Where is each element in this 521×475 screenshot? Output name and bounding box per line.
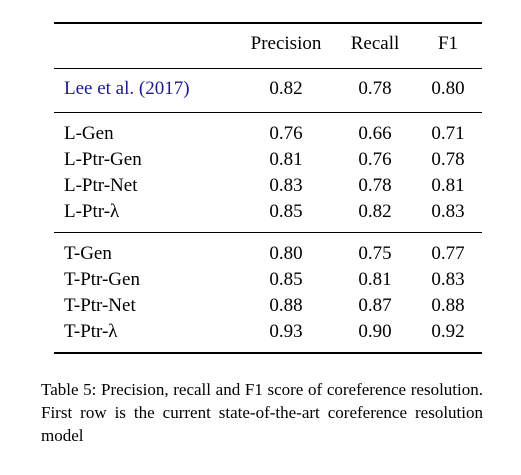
row-f1: 0.83: [431, 201, 465, 222]
baseline-recall: 0.78: [358, 78, 392, 99]
row-precision: 0.76: [269, 123, 303, 144]
table-caption: Table 5: Precision, recall and F1 score …: [41, 380, 483, 445]
table-row: L-Ptr-Gen 0.81 0.76 0.78: [54, 147, 482, 173]
group-rule-1: [54, 112, 482, 113]
results-table: Precision Recall F1 Lee et al. (2017) 0.…: [54, 22, 482, 355]
baseline-precision: 0.82: [269, 78, 303, 99]
row-method: T-Ptr-Net: [64, 295, 136, 316]
row-recall: 0.76: [358, 149, 392, 170]
header-f1: F1: [437, 33, 459, 54]
row-f1: 0.71: [431, 123, 465, 144]
row-precision-best: 0.93: [269, 321, 303, 342]
row-method: T-Ptr-Gen: [64, 269, 140, 290]
row-recall: 0.87: [358, 295, 392, 316]
row-method: T-Gen: [64, 243, 112, 264]
header-method: [54, 24, 236, 69]
header-rule: [54, 68, 482, 69]
group-rule-2: [54, 232, 482, 233]
row-f1-best: 0.92: [431, 321, 465, 342]
bottom-rule: [54, 352, 482, 355]
header-recall: Recall: [350, 33, 400, 54]
baseline-row: Lee et al. (2017) 0.82 0.78 0.80: [54, 69, 482, 113]
row-method: L-Gen: [64, 123, 114, 144]
row-precision: 0.85: [269, 201, 303, 222]
row-precision: 0.85: [269, 269, 303, 290]
row-f1: 0.88: [431, 295, 465, 316]
row-precision: 0.88: [269, 295, 303, 316]
row-recall: 0.81: [358, 269, 392, 290]
row-method: L-Ptr-λ: [64, 201, 120, 222]
table-row: T-Gen 0.80 0.75 0.77: [54, 233, 482, 267]
row-recall-best: 0.90: [358, 321, 392, 342]
baseline-method-link[interactable]: Lee et al. (2017): [64, 78, 190, 99]
row-recall: 0.66: [358, 123, 392, 144]
table-row-best: T-Ptr-λ 0.93 0.90 0.92: [54, 319, 482, 353]
header-precision: Precision: [250, 33, 322, 54]
table-row: T-Ptr-Net 0.88 0.87 0.88: [54, 293, 482, 319]
row-method: L-Ptr-Gen: [64, 149, 142, 170]
header-row: Precision Recall F1: [54, 24, 482, 69]
row-f1: 0.77: [431, 243, 465, 264]
row-recall: 0.78: [358, 175, 392, 196]
row-method: L-Ptr-Net: [64, 175, 138, 196]
row-method: T-Ptr-λ: [64, 321, 118, 342]
table-row: L-Ptr-λ 0.85 0.82 0.83: [54, 199, 482, 233]
row-recall: 0.75: [358, 243, 392, 264]
row-precision: 0.83: [269, 175, 303, 196]
row-precision: 0.81: [269, 149, 303, 170]
row-f1: 0.78: [431, 149, 465, 170]
row-f1: 0.83: [431, 269, 465, 290]
row-f1: 0.81: [431, 175, 465, 196]
table-row: L-Gen 0.76 0.66 0.71: [54, 113, 482, 147]
baseline-f1: 0.80: [431, 78, 465, 99]
row-recall: 0.82: [358, 201, 392, 222]
table-row: T-Ptr-Gen 0.85 0.81 0.83: [54, 267, 482, 293]
table-row: L-Ptr-Net 0.83 0.78 0.81: [54, 173, 482, 199]
row-precision: 0.80: [269, 243, 303, 264]
